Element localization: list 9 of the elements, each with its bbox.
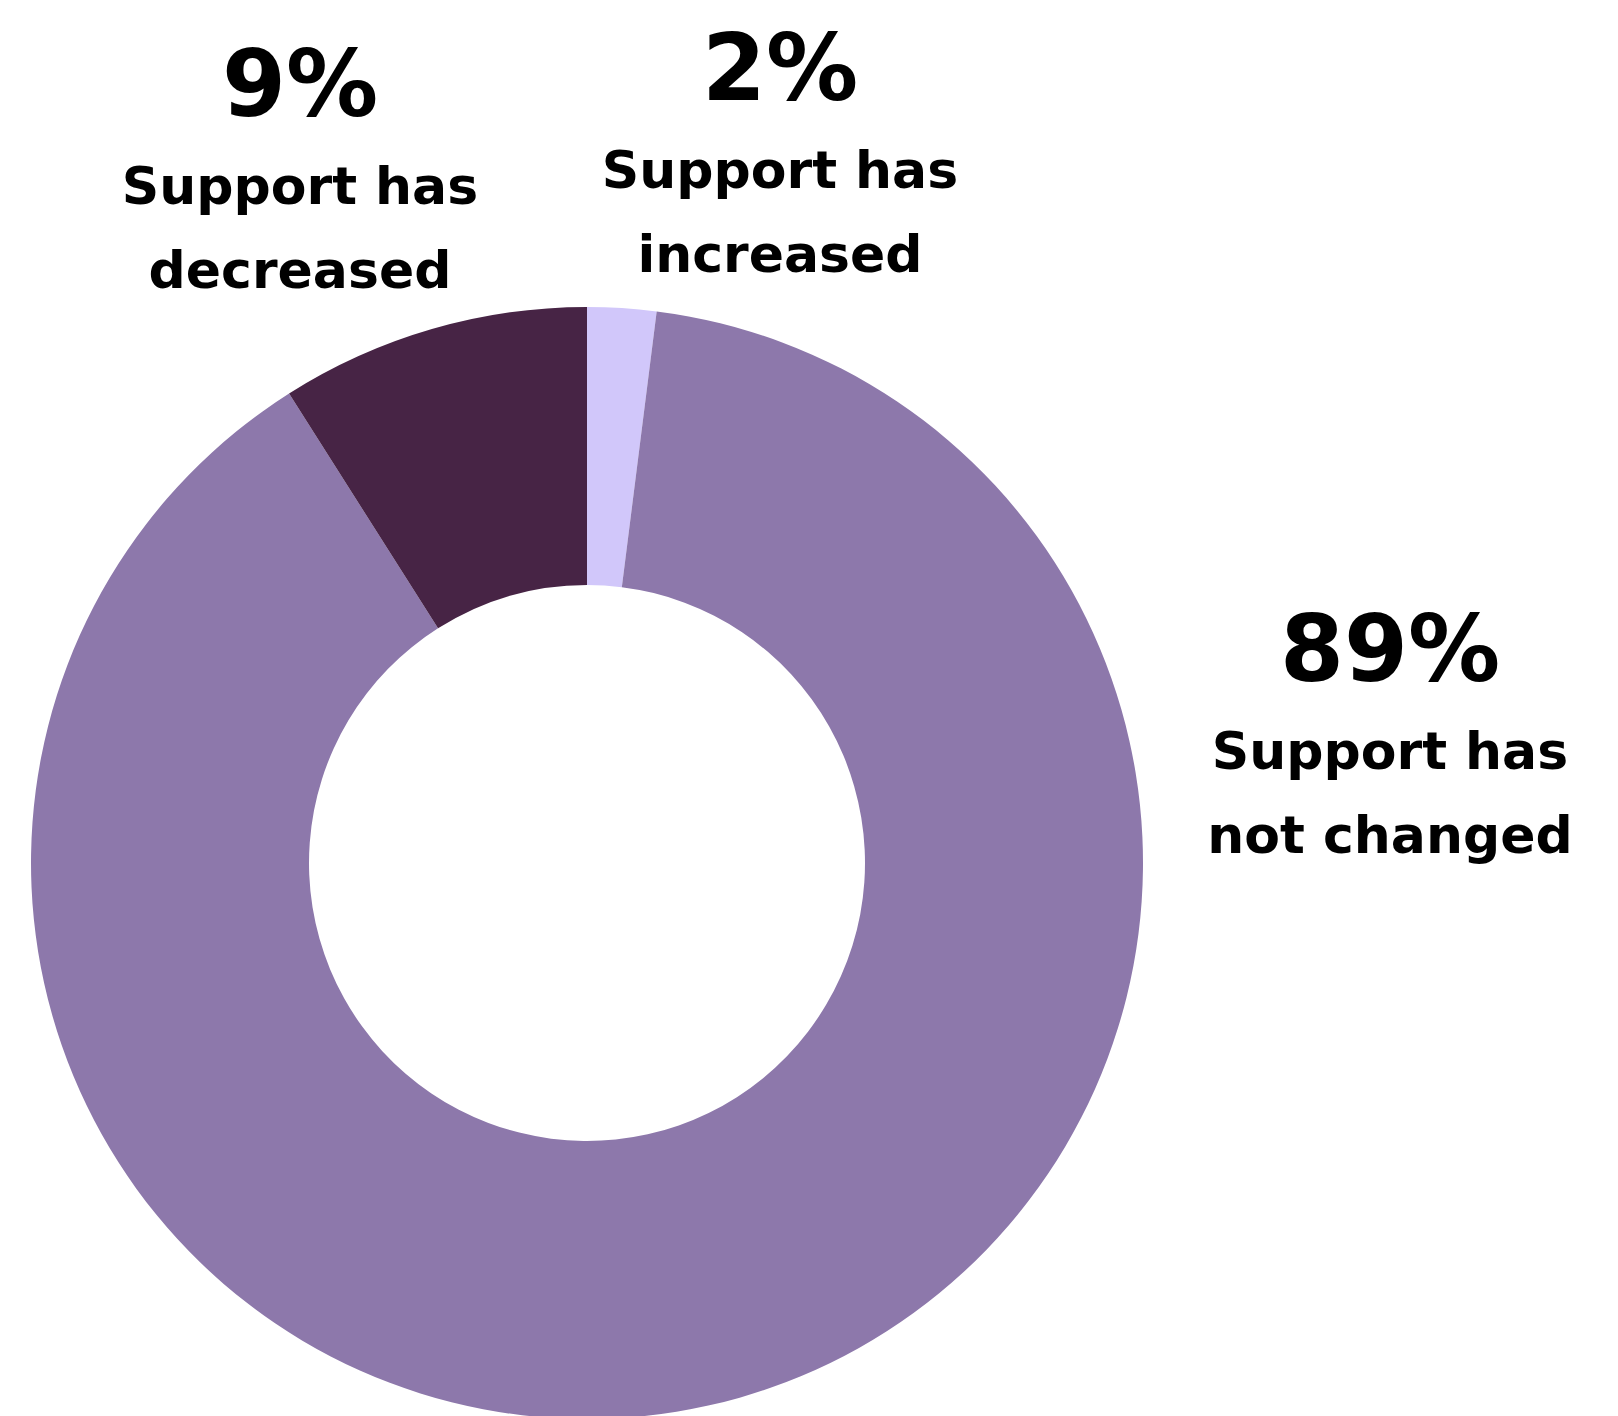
slice-label: Support has increased	[601, 140, 959, 284]
donut-slice	[31, 311, 1143, 1416]
slice-label: Support has not changed	[1207, 721, 1573, 865]
donut-slice	[289, 307, 587, 629]
data-label: 2%	[701, 15, 859, 122]
data-label: 9%	[221, 31, 379, 138]
donut-slice	[587, 307, 657, 588]
data-label: 89%	[1279, 596, 1501, 703]
slice-label: Support has decreased	[121, 156, 479, 300]
